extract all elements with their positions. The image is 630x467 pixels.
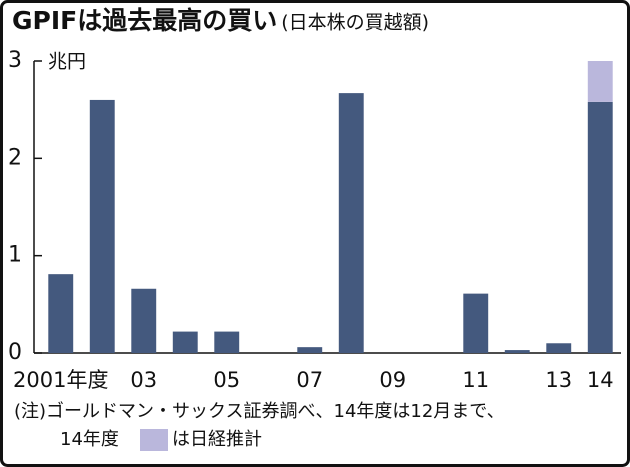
bar — [463, 293, 489, 353]
chart-title: GPIFは過去最高の買い — [12, 6, 277, 35]
legend-prefix: 14年度 — [60, 429, 119, 450]
bar — [587, 61, 613, 102]
legend-swatch — [140, 429, 168, 451]
bar — [214, 331, 240, 353]
y-tick-label: 2 — [8, 145, 22, 170]
x-tick-label: 09 — [379, 368, 406, 392]
x-tick-label: 13 — [545, 368, 572, 392]
bar — [89, 99, 115, 353]
bar — [297, 347, 323, 353]
bar — [338, 93, 364, 354]
note: (注)ゴールドマン・サックス証券調べ、14年度は12月まで、 — [14, 401, 505, 422]
x-tick-label: 03 — [130, 368, 157, 392]
bar — [587, 101, 613, 353]
bar — [48, 274, 74, 353]
x-tick-label: 14 — [587, 368, 614, 392]
y-tick-label: 3 — [8, 48, 22, 73]
bar — [172, 331, 198, 353]
x-tick-label: 07 — [296, 368, 323, 392]
y-unit: 兆円 — [48, 51, 86, 73]
y-tick-label: 0 — [8, 340, 22, 365]
x-tick-label: 2001年度 — [13, 368, 108, 392]
x-tick-label: 11 — [462, 368, 489, 392]
bar — [131, 288, 157, 353]
bar — [546, 343, 572, 353]
x-tick-label: 05 — [213, 368, 240, 392]
bar — [504, 350, 530, 353]
y-tick-label: 1 — [8, 243, 22, 268]
legend-label: は日経推計 — [172, 429, 262, 450]
chart-subtitle: (日本株の買越額) — [281, 12, 429, 34]
